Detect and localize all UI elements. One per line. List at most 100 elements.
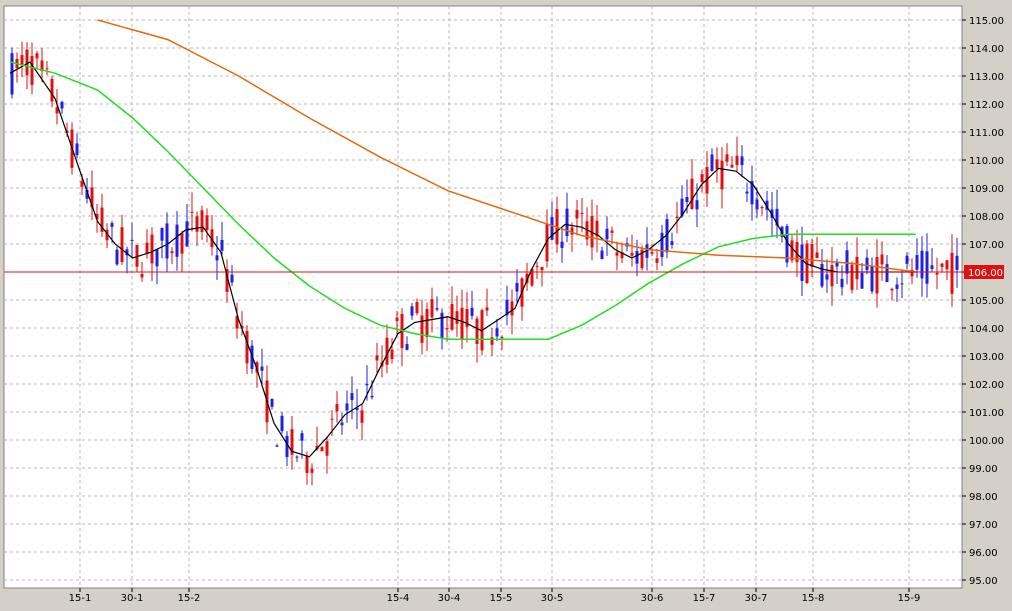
- candle-body: [340, 422, 344, 426]
- y-tick-label: 108.00: [969, 212, 1004, 223]
- y-tick-label: 103.00: [969, 352, 1004, 363]
- y-tick-label: 109.00: [969, 184, 1004, 195]
- candle-body: [225, 269, 229, 292]
- y-tick-label: 97.00: [969, 520, 998, 531]
- candle-body: [550, 217, 554, 240]
- candle-body: [215, 255, 219, 261]
- candle-body: [700, 174, 704, 183]
- candle-body: [415, 301, 419, 314]
- candle-body: [860, 272, 864, 289]
- candle-body: [85, 189, 89, 199]
- candle-body: [935, 272, 939, 275]
- candle-body: [405, 344, 409, 350]
- candle-body: [120, 227, 124, 262]
- candle-body: [500, 337, 504, 339]
- candle-body: [875, 257, 879, 294]
- y-tick-label: 102.00: [969, 380, 1004, 391]
- candle-body: [820, 263, 824, 287]
- candle-body: [905, 255, 909, 264]
- candle-body: [925, 251, 929, 284]
- candle-body: [880, 254, 884, 265]
- candle-body: [565, 208, 569, 236]
- candle-body: [775, 208, 779, 226]
- candle-body: [475, 318, 479, 344]
- candle-body: [275, 445, 279, 447]
- candle-body: [955, 255, 959, 270]
- candle-body: [350, 393, 354, 401]
- candle-body: [335, 404, 339, 412]
- x-tick-label: 30-4: [438, 593, 461, 604]
- candle-body: [190, 211, 194, 213]
- candle-body: [410, 306, 414, 316]
- candle-body: [725, 154, 729, 162]
- x-tick-label: 15-2: [178, 593, 201, 604]
- candle-body: [855, 256, 859, 280]
- candle-body: [25, 49, 29, 76]
- candle-body: [130, 239, 134, 241]
- candle-body: [580, 212, 584, 214]
- candle-body: [670, 241, 674, 245]
- candle-body: [360, 410, 364, 423]
- slow-moving-average-line: [97, 19, 916, 273]
- candle-body: [765, 200, 769, 210]
- candle-body: [540, 266, 544, 271]
- candle-body: [895, 284, 899, 290]
- x-tick-label: 15-1: [69, 593, 92, 604]
- candle-body: [445, 328, 449, 330]
- candle-body: [770, 209, 774, 219]
- candle-body: [730, 164, 734, 168]
- candle-body: [290, 429, 294, 455]
- candle-body: [890, 288, 894, 291]
- x-tick-label: 30-6: [641, 593, 664, 604]
- candle-body: [485, 307, 489, 311]
- candle-body: [920, 250, 924, 279]
- candle-body: [825, 274, 829, 280]
- current-price-badge: [964, 265, 1004, 279]
- candle-body: [640, 249, 644, 269]
- candle-body: [810, 244, 814, 267]
- x-tick-label: 15-9: [898, 593, 921, 604]
- x-tick-label: 15-8: [802, 593, 825, 604]
- candle-body: [930, 265, 934, 269]
- candle-body: [595, 220, 599, 237]
- y-tick-label: 105.00: [969, 296, 1004, 307]
- candle-body: [110, 223, 114, 227]
- candle-body: [135, 244, 139, 267]
- candle-body: [160, 227, 164, 241]
- candle-body: [635, 250, 639, 264]
- candle-body: [945, 260, 949, 270]
- y-tick-label: 95.00: [969, 576, 998, 587]
- candle-body: [455, 311, 459, 324]
- candle-body: [870, 265, 874, 292]
- y-tick-label: 112.00: [969, 100, 1004, 111]
- candle-body: [390, 349, 394, 359]
- candle-body: [530, 268, 534, 286]
- candle-body: [665, 219, 669, 253]
- candle-body: [885, 264, 889, 283]
- y-tick-label: 111.00: [969, 128, 1004, 139]
- candle-body: [915, 255, 919, 270]
- candle-body: [800, 244, 804, 281]
- candle-body: [255, 362, 259, 373]
- candle-body: [310, 468, 314, 473]
- candle-body: [425, 309, 429, 338]
- candle-body: [115, 249, 119, 265]
- candle-body: [50, 78, 54, 102]
- candle-body: [610, 230, 614, 233]
- candle-body: [80, 181, 84, 187]
- candle-body: [535, 265, 539, 267]
- fast-moving-average-line: [9, 61, 916, 458]
- candle-body: [465, 309, 469, 327]
- plot-area: [3, 5, 963, 589]
- candle-body: [650, 251, 654, 254]
- candle-body: [745, 191, 749, 194]
- candle-body: [570, 227, 574, 235]
- y-tick-label: 114.00: [969, 44, 1004, 55]
- candle-body: [60, 101, 64, 109]
- candle-body: [285, 435, 289, 458]
- candle-body: [435, 308, 439, 310]
- candle-body: [510, 301, 514, 316]
- x-tick-label: 15-7: [693, 593, 716, 604]
